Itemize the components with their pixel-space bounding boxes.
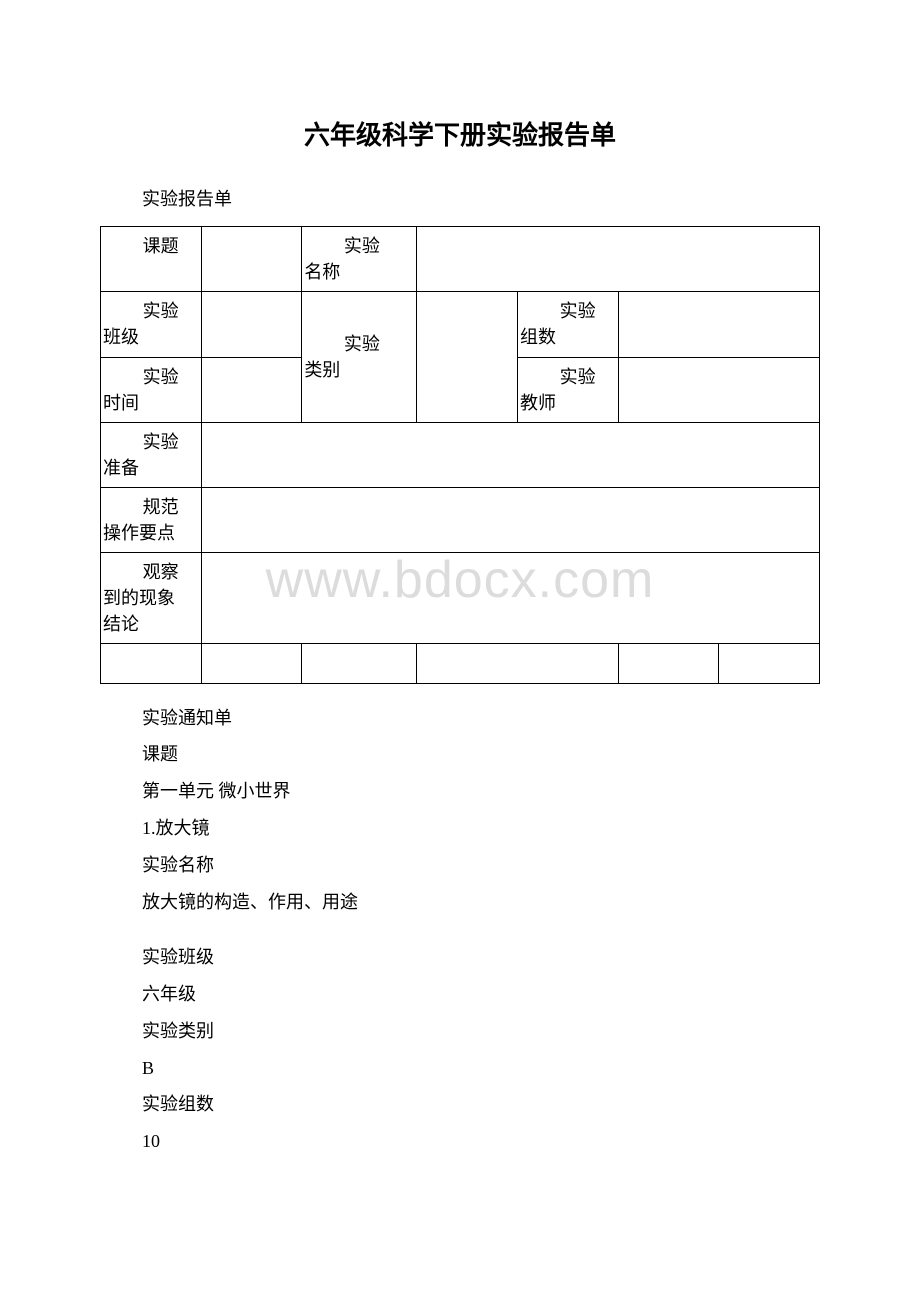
document-page: 六年级科学下册实验报告单 实验报告单 课题 实验 名称 实验 — [0, 0, 920, 1220]
list-item: 实验名称 — [142, 847, 820, 884]
cell-experiment-name-label: 实验 名称 — [302, 227, 417, 292]
cell-class-label: 实验 班级 — [101, 292, 202, 357]
label-line: 名称 — [304, 259, 414, 285]
report-form-table: 课题 实验 名称 实验 班级 实验 类别 实验 组数 — [100, 226, 820, 683]
cell — [201, 553, 819, 644]
cell-category-label: 实验 类别 — [302, 292, 417, 422]
cell — [201, 422, 819, 487]
blank-line — [100, 921, 820, 939]
label-line: 组数 — [520, 324, 616, 350]
cell — [101, 644, 202, 683]
cell — [201, 292, 302, 357]
list-item: 六年级 — [142, 976, 820, 1013]
cell — [618, 292, 819, 357]
label-line: 时间 — [103, 390, 199, 416]
label-line: 操作要点 — [103, 520, 199, 546]
list-item: 实验组数 — [142, 1086, 820, 1123]
cell-groups-label: 实验 组数 — [518, 292, 619, 357]
table-row: 实验 班级 实验 类别 实验 组数 — [101, 292, 820, 357]
label-line: 实验 — [520, 364, 616, 390]
table-row: 规范 操作要点 — [101, 487, 820, 552]
label-line: 教师 — [520, 390, 616, 416]
label-line: 结论 — [103, 611, 199, 637]
cell-operation-label: 规范 操作要点 — [101, 487, 202, 552]
cell-topic-label: 课题 — [101, 227, 202, 292]
label-line: 到的现象 — [103, 585, 199, 611]
list-item: 实验班级 — [142, 939, 820, 976]
label-line: 实验 — [304, 331, 414, 357]
table-row: 实验 准备 — [101, 422, 820, 487]
section-label: 实验报告单 — [142, 182, 820, 216]
cell — [417, 292, 518, 422]
cell-prepare-label: 实验 准备 — [101, 422, 202, 487]
label-line: 实验 — [103, 429, 199, 455]
cell — [417, 227, 820, 292]
cell — [201, 357, 302, 422]
label-line: 准备 — [103, 455, 199, 481]
list-item: 10 — [142, 1123, 820, 1160]
label-line: 实验 — [103, 298, 199, 324]
page-title: 六年级科学下册实验报告单 — [100, 115, 820, 152]
list-item: 实验通知单 — [142, 700, 820, 737]
list-item: 实验类别 — [142, 1013, 820, 1050]
cell-time-label: 实验 时间 — [101, 357, 202, 422]
cell — [201, 487, 819, 552]
label-line: 实验 — [103, 364, 199, 390]
list-item: B — [142, 1050, 820, 1087]
table-row: 观察 到的现象 结论 — [101, 553, 820, 644]
cell — [719, 644, 820, 683]
label-line: 实验 — [520, 298, 616, 324]
cell — [201, 227, 302, 292]
label-line: 班级 — [103, 324, 199, 350]
label-line: 观察 — [103, 559, 199, 585]
cell — [302, 644, 417, 683]
cell — [417, 644, 618, 683]
cell — [618, 644, 719, 683]
label-line: 实验 — [304, 233, 414, 259]
label-line: 类别 — [304, 357, 414, 383]
table-row — [101, 644, 820, 683]
cell — [618, 357, 819, 422]
table-row: 课题 实验 名称 — [101, 227, 820, 292]
list-item: 课题 — [142, 736, 820, 773]
list-item: 第一单元 微小世界 — [142, 773, 820, 810]
notice-list: 实验通知单 课题 第一单元 微小世界 1.放大镜 实验名称 放大镜的构造、作用、… — [100, 700, 820, 1161]
label-line: 课题 — [103, 233, 199, 259]
label-line: 规范 — [103, 494, 199, 520]
cell-observation-label: 观察 到的现象 结论 — [101, 553, 202, 644]
list-item: 放大镜的构造、作用、用途 — [142, 884, 820, 921]
list-item: 1.放大镜 — [142, 810, 820, 847]
cell-teacher-label: 实验 教师 — [518, 357, 619, 422]
cell — [201, 644, 302, 683]
